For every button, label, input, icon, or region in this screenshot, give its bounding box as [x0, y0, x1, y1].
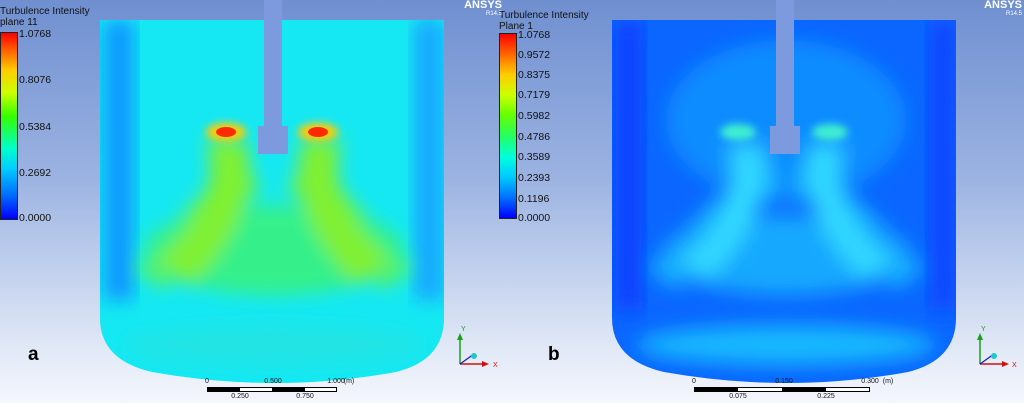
- impeller-hub: [770, 126, 800, 154]
- legend-color-bar: [499, 33, 517, 219]
- scale-bar: 0 0.150 0.300 (m) 0.075 0.225: [692, 378, 894, 400]
- scale-bar: 0 0.500 1.000 (m) 0.250 0.750: [205, 378, 355, 400]
- ansys-logo: ANSYS R14.5: [984, 0, 1022, 17]
- legend-tick: 0.9572: [518, 49, 551, 61]
- legend-color-bar: [0, 32, 18, 220]
- legend-tick: 0.5384: [19, 121, 52, 133]
- ansys-logo: ANSYS R14.5: [464, 0, 502, 17]
- contour-panel-b: Turbulence Intensity Plane 1 1.0768 0.95…: [499, 0, 1024, 403]
- legend-tick: 0.3589: [518, 151, 551, 163]
- axis-y-label: Y: [461, 326, 466, 333]
- legend-tick: 0.4786: [518, 131, 551, 143]
- legend-tick: 0.8076: [19, 74, 52, 86]
- panel-label-a: a: [28, 344, 39, 365]
- axis-x-label: X: [1012, 362, 1017, 369]
- legend-tick: 1.0768: [518, 29, 551, 41]
- legend-title: Turbulence Intensity plane 11: [0, 6, 90, 28]
- axis-triad: [977, 333, 1009, 367]
- impeller-shaft: [776, 0, 794, 128]
- turbulence-contour-plot-b: [612, 0, 956, 383]
- legend-tick: 0.2393: [518, 172, 551, 184]
- impeller-shaft: [264, 0, 282, 128]
- legend-title: Turbulence Intensity Plane 1: [499, 10, 589, 32]
- legend-tick: 0.1196: [518, 193, 550, 205]
- legend-tick: 0.5982: [518, 110, 551, 122]
- impeller-hub: [258, 126, 288, 154]
- axis-y-label: Y: [981, 326, 986, 333]
- legend-tick: 0.2692: [19, 167, 52, 179]
- legend-tick: 0.7179: [518, 89, 551, 101]
- legend-tick: 0.0000: [19, 212, 52, 224]
- turbulence-contour-plot-a: [100, 0, 444, 383]
- legend-tick: 0.8375: [518, 69, 551, 81]
- axis-triad: [457, 333, 489, 367]
- legend-tick: 1.0768: [19, 28, 52, 40]
- legend-tick: 0.0000: [518, 212, 551, 224]
- axis-x-label: X: [493, 362, 498, 369]
- panel-label-b: b: [548, 344, 560, 365]
- contour-panel-a: Turbulence Intensity plane 11 1.0768 0.8…: [0, 0, 502, 400]
